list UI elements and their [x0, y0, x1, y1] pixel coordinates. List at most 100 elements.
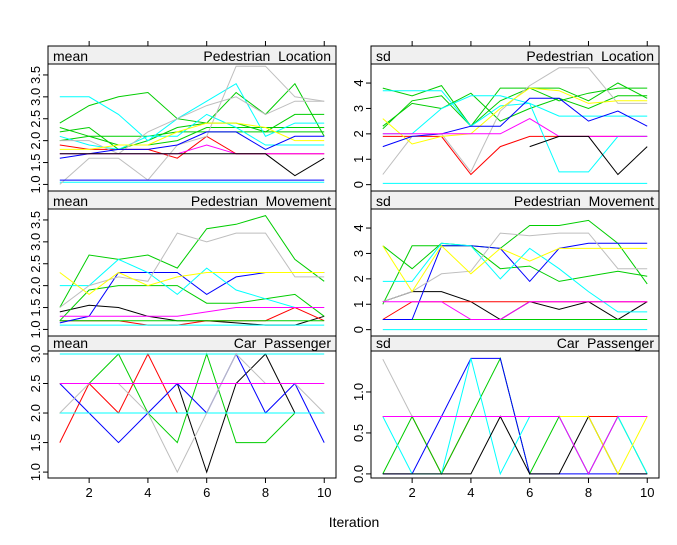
strip-variable-label: Pedestrian Movement — [514, 193, 654, 209]
series-line — [59, 232, 325, 308]
series-line — [382, 415, 648, 475]
series-line — [382, 97, 648, 148]
y-tick-label: 0.5 — [351, 424, 366, 442]
series-group — [382, 67, 648, 184]
x-tick-label: 4 — [144, 485, 151, 500]
series-line — [529, 135, 648, 176]
strip-variable-label: Pedestrian Location — [526, 48, 654, 64]
series-line — [382, 416, 648, 475]
series-line — [59, 285, 325, 322]
y-tick-label: 2.5 — [28, 110, 43, 128]
y-tick-label: 1.5 — [28, 153, 43, 171]
series-line — [382, 90, 648, 127]
panel-3: mean Pedestrian Movement 1.0 1.5 2.0 2.5 3.0 3.… — [28, 190, 337, 338]
y-tick-label: 4 — [351, 224, 366, 231]
y-tick-label: 2.5 — [28, 255, 43, 273]
panel-6: sd Car Passenger 0.0 0.5 1.0 2 4 6 8 10 — [351, 335, 660, 500]
x-tick-label: 6 — [526, 485, 533, 500]
y-tick-label: 1.5 — [28, 434, 43, 452]
y-tick-label: 1.0 — [28, 320, 43, 338]
strip-statistic-label: sd — [376, 193, 391, 209]
series-line — [59, 127, 325, 137]
series-line — [59, 153, 325, 177]
y-tick-label: 1.0 — [28, 463, 43, 481]
x-tick-label: 8 — [262, 485, 269, 500]
panel-frame — [47, 350, 337, 479]
panel-2: sd Pedestrian Location 0 1 2 3 4 — [351, 41, 660, 192]
series-line — [382, 95, 648, 173]
y-tick-label: 4 — [351, 79, 366, 86]
series-line — [382, 232, 648, 303]
y-tick-label: 3.0 — [28, 233, 43, 251]
series-line — [59, 258, 325, 308]
strip-statistic-label: sd — [376, 335, 391, 351]
y-tick-label: 2.5 — [28, 374, 43, 392]
x-tick-label: 10 — [640, 485, 654, 500]
strip-variable-label: Car Passenger — [234, 335, 332, 351]
series-line — [59, 91, 325, 133]
panel-frame — [370, 208, 660, 337]
series-group — [59, 215, 325, 326]
series-line — [382, 87, 648, 145]
series-line — [59, 304, 325, 326]
x-tick-label: 2 — [409, 485, 416, 500]
y-tick-label: 3.0 — [28, 88, 43, 106]
y-tick-label: 2.0 — [28, 404, 43, 422]
x-tick-label: 8 — [585, 485, 592, 500]
y-tick-label: 2.0 — [28, 277, 43, 295]
series-group — [382, 219, 648, 331]
y-tick-label: 3.0 — [28, 345, 43, 363]
panel-4: sd Pedestrian Movement 0 1 2 3 4 — [351, 190, 660, 337]
strip-variable-label: Pedestrian Movement — [191, 193, 331, 209]
strip-variable-label: Car Passenger — [557, 335, 655, 351]
y-tick-label: 1.5 — [28, 298, 43, 316]
series-group — [59, 352, 325, 474]
series-line — [382, 135, 648, 176]
series-group — [382, 356, 648, 476]
series-group — [59, 65, 325, 185]
series-line — [382, 82, 648, 130]
series-line — [59, 307, 325, 317]
x-tick-label: 4 — [467, 485, 474, 500]
y-tick-label: 1.0 — [351, 383, 366, 401]
y-tick-label: 1 — [351, 301, 366, 308]
x-axis-label: Iteration — [329, 514, 380, 530]
y-tick-label: 3 — [351, 250, 366, 257]
panel-5: mean Car Passenger 1.0 1.5 2.0 2.5 3.0 2 4 6 8 10 — [28, 335, 337, 500]
y-tick-label: 3.5 — [28, 66, 43, 84]
series-line — [382, 291, 648, 321]
x-tick-label: 2 — [86, 485, 93, 500]
series-line — [382, 118, 648, 137]
series-line — [59, 272, 325, 324]
x-tick-label: 6 — [203, 485, 210, 500]
x-tick-label: 10 — [317, 485, 331, 500]
y-tick-label: 0 — [351, 326, 366, 333]
strip-statistic-label: mean — [53, 193, 88, 209]
y-tick-label: 1.0 — [28, 175, 43, 193]
series-line — [382, 242, 648, 282]
panel-frame — [370, 350, 660, 479]
series-line — [382, 219, 648, 305]
strip-variable-label: Pedestrian Location — [203, 48, 331, 64]
series-line — [382, 85, 648, 128]
series-line — [382, 245, 648, 293]
y-tick-label: 0 — [351, 181, 366, 188]
y-tick-label: 0.0 — [351, 465, 366, 483]
series-line — [59, 271, 325, 296]
y-tick-label: 1 — [351, 156, 366, 163]
series-line — [59, 352, 325, 444]
y-tick-label: 2 — [351, 130, 366, 137]
y-tick-label: 3 — [351, 105, 366, 112]
series-line — [59, 215, 325, 308]
y-tick-label: 2.0 — [28, 132, 43, 150]
y-tick-label: 2 — [351, 275, 366, 282]
strip-statistic-label: sd — [376, 48, 391, 64]
series-line — [59, 131, 325, 159]
series-line — [382, 301, 648, 320]
strip-statistic-label: mean — [53, 48, 88, 64]
series-line — [59, 65, 325, 185]
series-line — [382, 67, 648, 175]
strip-statistic-label: mean — [53, 335, 88, 351]
series-line — [59, 127, 325, 146]
